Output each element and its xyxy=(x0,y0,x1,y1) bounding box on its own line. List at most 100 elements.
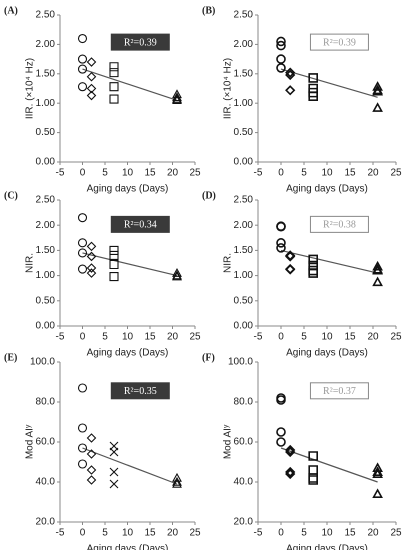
x-tick-label: -5 xyxy=(254,528,263,539)
y-tick-label: 40.0 xyxy=(234,477,254,488)
x-tick-label: 0 xyxy=(80,168,86,179)
point xyxy=(308,91,318,101)
point xyxy=(308,465,318,475)
point xyxy=(86,241,97,252)
point xyxy=(372,260,383,271)
x-tick-label: 5 xyxy=(102,168,108,179)
x-tick-label: 20 xyxy=(167,528,179,539)
annotation: R²=0.37 xyxy=(323,386,356,397)
point xyxy=(308,73,318,83)
trendline xyxy=(280,447,378,483)
y-tick-label: 20.0 xyxy=(36,517,56,528)
point xyxy=(285,468,296,480)
point xyxy=(172,472,182,482)
point xyxy=(86,71,97,82)
x-tick-label: -5 xyxy=(56,168,65,179)
x-axis-label: Aging days (Days) xyxy=(286,184,368,195)
x-tick-label: 0 xyxy=(80,332,86,343)
trendline xyxy=(82,447,178,485)
point xyxy=(86,268,97,278)
x-tick-label: 25 xyxy=(390,528,402,539)
point xyxy=(285,264,296,275)
point xyxy=(276,221,286,232)
x-axis-label: Aging days (Days) xyxy=(286,348,368,359)
point xyxy=(109,82,119,92)
point xyxy=(285,466,296,478)
point xyxy=(109,467,119,477)
point xyxy=(77,213,88,223)
x-axis-label: Aging days (Days) xyxy=(87,348,169,359)
y-tick-label: 80.0 xyxy=(234,397,254,408)
y-tick-label: 0.00 xyxy=(234,321,254,332)
point xyxy=(276,40,286,51)
x-axis-label: Aging days (Days) xyxy=(87,184,169,195)
point xyxy=(77,383,88,393)
point xyxy=(86,433,97,443)
annotation-box xyxy=(309,33,369,51)
x-tick-label: 0 xyxy=(278,332,284,343)
point xyxy=(285,69,296,81)
point xyxy=(285,85,296,96)
annotation-box xyxy=(110,215,170,233)
x-tick-label: 20 xyxy=(167,168,179,179)
point xyxy=(276,36,286,47)
point xyxy=(109,245,119,255)
point xyxy=(372,85,383,96)
x-tick-label: -5 xyxy=(254,168,263,179)
point xyxy=(372,264,383,275)
point xyxy=(172,267,182,277)
y-tick-label: 0.00 xyxy=(36,157,56,168)
point xyxy=(285,251,296,262)
y-tick-label: 1.00 xyxy=(36,270,56,281)
y-tick-label: 60.0 xyxy=(234,437,254,448)
trendline xyxy=(82,252,178,277)
panel-label: (F) xyxy=(202,352,215,363)
point xyxy=(77,264,88,274)
point xyxy=(109,68,119,78)
y-tick-label: 40.0 xyxy=(36,477,56,488)
point xyxy=(77,82,88,92)
trendline xyxy=(280,68,378,98)
x-tick-label: 15 xyxy=(144,168,156,179)
x-tick-label: 10 xyxy=(321,168,333,179)
y-tick-label: 2.50 xyxy=(36,195,56,206)
x-tick-label: 25 xyxy=(390,168,402,179)
trendline xyxy=(280,249,378,274)
x-tick-label: -5 xyxy=(254,332,263,343)
point xyxy=(77,238,88,248)
point xyxy=(77,248,88,258)
x-axis-label: Aging days (Days) xyxy=(286,544,368,550)
x-tick-label: 5 xyxy=(301,332,307,343)
point xyxy=(372,468,383,478)
panel-label: (C) xyxy=(4,190,18,201)
x-tick-label: 25 xyxy=(189,528,201,539)
y-tick-label: 1.50 xyxy=(234,68,254,79)
x-tick-label: 25 xyxy=(189,332,201,343)
x-tick-label: 5 xyxy=(102,528,108,539)
point xyxy=(308,451,318,461)
y-tick-label: 2.00 xyxy=(234,220,254,231)
x-tick-label: 20 xyxy=(367,168,379,179)
y-tick-label: 20.0 xyxy=(234,517,254,528)
y-axis-label: Mod AIʸ xyxy=(223,424,234,459)
y-axis-label: NIR. xyxy=(25,253,36,273)
y-tick-label: 1.50 xyxy=(36,245,56,256)
y-tick-label: 60.0 xyxy=(36,437,56,448)
point xyxy=(172,89,182,99)
x-tick-label: -5 xyxy=(56,528,65,539)
point xyxy=(372,488,383,498)
y-axis-label: NIR. xyxy=(223,253,234,273)
y-tick-label: 100.0 xyxy=(228,357,253,368)
point xyxy=(172,93,182,103)
point xyxy=(276,54,286,64)
y-tick-label: 2.50 xyxy=(234,195,254,206)
x-tick-label: 5 xyxy=(301,528,307,539)
point xyxy=(172,92,182,102)
point xyxy=(109,447,119,457)
annotation: R²=0.35 xyxy=(124,386,157,397)
x-tick-label: 10 xyxy=(321,332,333,343)
y-tick-label: 1.50 xyxy=(234,245,254,256)
annotation: R²=0.34 xyxy=(124,220,157,231)
point xyxy=(109,272,119,282)
